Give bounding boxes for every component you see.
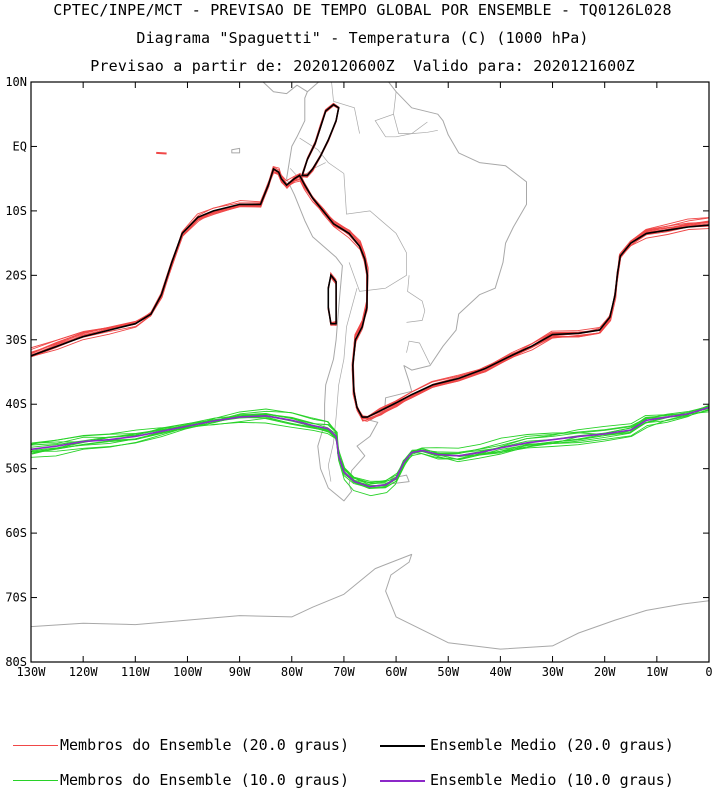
y-tick-label-5: 40S [5,397,27,411]
x-tick-label-0: 130W [17,665,47,679]
member-20-line-11-0 [31,168,709,417]
x-tick-label-8: 50W [437,665,459,679]
member-20-line-3-0 [31,169,709,420]
member-20-line-8-1 [301,104,340,176]
x-tick-label-13: 0 [705,665,712,679]
x-tick-label-4: 90W [229,665,251,679]
mean-10-line-0 [31,406,709,488]
member-20-line-4-1 [302,104,340,176]
member-20-line-1-0 [31,166,709,420]
member-20-line-5-0 [31,172,709,418]
y-tick-label-4: 30S [5,333,27,347]
central-america-coastline [262,82,308,95]
country-border-2 [331,82,360,134]
country-border-6 [406,340,431,365]
member-20-line-8-0 [31,168,709,420]
country-border-4 [406,275,426,323]
x-tick-label-5: 80W [281,665,303,679]
x-tick-label-10: 30W [542,665,564,679]
x-tick-label-1: 120W [69,665,99,679]
member-10-line-9-0 [31,409,709,489]
forecast-dates: Previsao a partir de: 2020120600Z Valido… [90,57,635,75]
legend-swatch-members-10 [13,780,58,781]
country-border-0 [299,137,345,174]
y-tick-label-7: 60S [5,526,27,540]
member-10-line-7-0 [31,405,709,484]
member-20-line-9-0 [31,165,709,418]
y-tick-label-0: 10N [5,75,27,89]
plot-frame [30,81,710,663]
member-20-line-6-0 [31,168,709,421]
country-border-7 [374,91,438,138]
antarctica-coastline [31,553,709,650]
x-tick-label-2: 110W [121,665,151,679]
member-20-line-4-0 [31,170,709,418]
legend-label-members-10: Membros do Ensemble (10.0 graus) [60,771,349,789]
member-20-line-2-0 [31,170,709,419]
chart-title: CPTEC/INPE/MCT - PREVISAO DE TEMPO GLOBA… [53,1,672,19]
x-tick-label-7: 60W [385,665,407,679]
y-tick-label-3: 20S [5,268,27,282]
member-10-line-11-0 [31,411,709,484]
x-tick-label-9: 40W [490,665,512,679]
x-tick-label-11: 20W [594,665,616,679]
mean-20-line-1 [301,103,340,177]
y-tick-label-8: 70S [5,591,27,605]
x-tick-label-12: 10W [646,665,668,679]
member-20-islet [156,151,167,155]
member-20-line-10-0 [31,167,709,420]
y-tick-label-2: 10S [5,204,27,218]
chart-subtitle: Diagrama "Spaguetti" - Temperatura (C) (… [136,29,589,47]
y-tick-label-1: EQ [13,139,27,153]
legend-swatch-mean-20 [380,745,425,747]
legend-swatch-members-20 [13,745,58,746]
country-border-3 [343,173,407,292]
legend-label-mean-10: Ensemble Medio (10.0 graus) [430,771,674,789]
mean-20-line-2 [327,273,337,325]
y-tick-label-6: 50S [5,462,27,476]
x-tick-label-6: 70W [333,665,355,679]
mean-20-line-0 [31,167,709,418]
country-border-5 [327,288,358,482]
member-20-line-7-0 [31,169,709,422]
legend-label-members-20: Membros do Ensemble (20.0 graus) [60,736,349,754]
member-20-line-0-0 [31,166,709,422]
x-tick-label-3: 100W [173,665,203,679]
legend-swatch-mean-10 [380,780,425,782]
country-border-8 [393,114,428,134]
legend-label-mean-20: Ensemble Medio (20.0 graus) [430,736,674,754]
galapagos-coastline [231,147,241,154]
plot-area [31,82,709,650]
y-tick-label-9: 80S [5,655,27,669]
member-10-line-4-0 [31,405,709,489]
